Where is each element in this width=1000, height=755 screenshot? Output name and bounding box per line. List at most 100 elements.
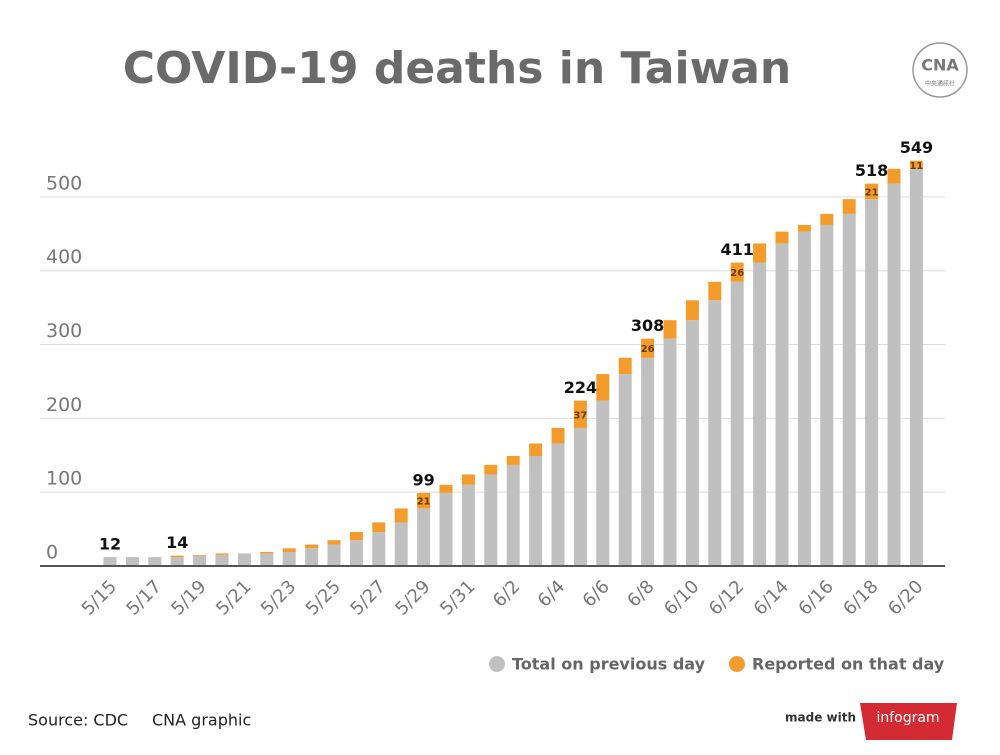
bar-segment [820, 224, 834, 566]
total-label: 99 [412, 470, 434, 489]
logo-text: CNA [921, 56, 959, 75]
bar-segment [215, 553, 229, 555]
total-label: 308 [631, 316, 664, 335]
bar-segment [349, 532, 363, 541]
bar-segment [484, 474, 498, 566]
legend-swatch [729, 656, 745, 672]
bar-segment [394, 522, 408, 566]
bar-segment [372, 522, 386, 533]
bar-segment [551, 443, 565, 566]
bar-segment [170, 557, 184, 566]
bar-segment [842, 213, 856, 566]
x-tick-label: 5/15 [78, 576, 121, 619]
x-tick-label: 5/21 [212, 576, 255, 619]
x-tick-label: 6/2 [489, 576, 524, 611]
total-label: 411 [720, 240, 753, 259]
y-tick-label: 200 [46, 394, 82, 416]
logo-subtext: 中央通訊社 [925, 80, 955, 88]
x-tick-label: 5/23 [257, 576, 300, 619]
x-tick-label: 6/6 [579, 576, 614, 611]
x-tick-label: 5/19 [167, 576, 210, 619]
segment-label: 26 [730, 268, 744, 279]
bar-segment [461, 484, 475, 566]
bar-segment [775, 243, 789, 566]
x-tick-label: 5/31 [436, 576, 479, 619]
y-tick-label: 400 [46, 246, 82, 268]
bar-segment [865, 183, 879, 200]
bar-segment [529, 456, 543, 566]
bar-segment [909, 160, 923, 169]
bar-segment [215, 554, 229, 566]
bar-segment [797, 231, 811, 566]
bar-segment [417, 492, 431, 509]
made-with: made with [785, 711, 856, 725]
x-tick-label: 5/25 [302, 576, 345, 619]
bar-segment [260, 553, 274, 566]
bar-segment [663, 320, 677, 339]
bar-segment [260, 551, 274, 554]
bar-segment [753, 243, 767, 263]
bar-segment [551, 427, 565, 444]
bar-segment [573, 427, 587, 566]
bar-segment [797, 224, 811, 232]
bar-segment [596, 374, 610, 401]
bar-segment [193, 555, 207, 566]
bar-segment [529, 443, 543, 457]
segment-label: 37 [573, 410, 587, 421]
bar-segment [372, 532, 386, 566]
segment-label: 11 [909, 161, 923, 172]
bar-segment [842, 199, 856, 214]
y-tick-label: 0 [46, 542, 58, 564]
total-label: 518 [855, 161, 888, 180]
bar-segment [865, 199, 879, 566]
bar-segment [753, 262, 767, 566]
x-tick-label: 5/29 [391, 576, 434, 619]
bar-segment [730, 281, 744, 566]
bar-segment [641, 357, 655, 566]
chart-title: COVID-19 deaths in Taiwan [123, 43, 792, 94]
bar-segment [775, 231, 789, 244]
y-tick-label: 100 [46, 468, 82, 490]
y-tick-label: 300 [46, 320, 82, 342]
bar-segment [125, 557, 139, 566]
bar-segment [282, 548, 296, 552]
credit: CNA graphic [152, 711, 251, 730]
bar-segment [641, 338, 655, 358]
legend-swatch [489, 656, 505, 672]
bar-segment [618, 374, 632, 566]
x-tick-label: 6/10 [660, 576, 703, 619]
x-tick-label: 6/16 [794, 576, 837, 619]
bar-segment [484, 464, 498, 475]
legend-label: Reported on that day [752, 655, 945, 674]
bar-segment [708, 300, 722, 566]
legend-label: Total on previous day [512, 655, 706, 674]
x-tick-label: 6/18 [839, 576, 882, 619]
total-label: 549 [900, 138, 933, 157]
bar-segment [708, 281, 722, 301]
bar-segment [349, 540, 363, 566]
bar-segment [305, 548, 319, 566]
bar-segment [596, 400, 610, 566]
bar-segment [237, 553, 251, 566]
segment-label: 26 [641, 344, 655, 355]
legend: Total on previous day Reported on that d… [489, 655, 945, 674]
bar-segment [327, 540, 341, 545]
source: Source: CDC [28, 711, 128, 730]
y-tick-label: 500 [46, 172, 82, 194]
bar-segment [417, 508, 431, 566]
bar-segment [170, 555, 184, 558]
bar-segment [887, 168, 901, 184]
bar-segment [506, 464, 520, 566]
bar-segment [663, 338, 677, 566]
segment-label: 21 [865, 187, 879, 198]
x-tick-label: 6/20 [884, 576, 927, 619]
bar-segment [820, 213, 834, 225]
bar-segment [439, 484, 453, 493]
bar-segment [909, 168, 923, 566]
bar-segment [685, 320, 699, 566]
bar-segment [506, 456, 520, 465]
bar-segment [439, 492, 453, 566]
brand: infogram [876, 710, 939, 726]
bar-segment [327, 544, 341, 566]
bar-segment [461, 474, 475, 485]
